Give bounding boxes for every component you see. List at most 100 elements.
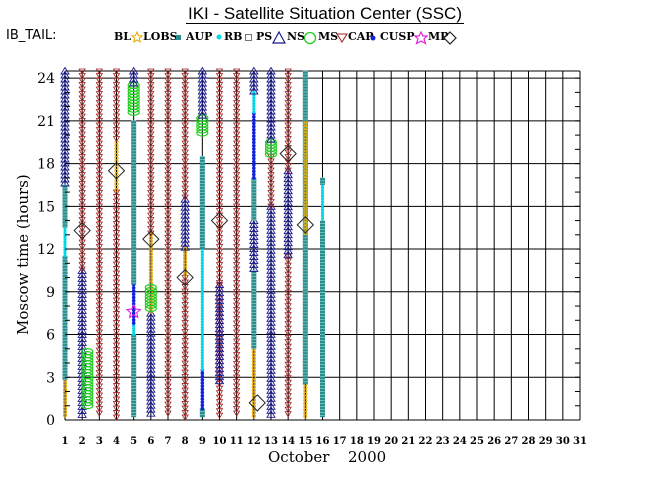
cap-point <box>78 257 86 264</box>
segment-ps <box>128 66 139 87</box>
ps-point <box>214 316 225 325</box>
ps-point <box>146 404 156 413</box>
lobs-bar <box>302 71 308 121</box>
cap-point <box>215 262 224 269</box>
cap-point <box>232 140 241 147</box>
cap-point <box>232 190 241 197</box>
cap-point <box>112 351 121 358</box>
cusp-point <box>252 175 256 180</box>
cap-point <box>147 86 155 93</box>
cap-point <box>232 361 241 368</box>
cap-point <box>112 392 121 399</box>
ps-point <box>197 102 208 111</box>
cap-point <box>112 315 121 322</box>
ps-point <box>197 66 208 75</box>
aup-point <box>132 329 136 334</box>
ps-point <box>60 162 70 171</box>
cusp-point <box>200 393 205 398</box>
x-tick-label: 9 <box>199 436 206 447</box>
cap-point <box>112 118 121 125</box>
cap-point <box>284 86 292 93</box>
cap-point <box>232 397 241 404</box>
cusp-point <box>131 321 136 325</box>
ps-point <box>60 154 70 163</box>
ps-point <box>266 130 276 139</box>
cap-point <box>112 405 121 412</box>
cap-point <box>95 163 104 170</box>
legend-label-bl: BL <box>114 30 132 43</box>
cap-point <box>181 351 189 358</box>
cap-point <box>147 194 155 201</box>
cap-point <box>215 253 224 260</box>
cap-point <box>215 140 224 147</box>
cap-point <box>95 86 104 93</box>
cap-point <box>78 86 86 93</box>
ps-point <box>283 170 293 179</box>
cap-point <box>164 374 172 381</box>
cap-point <box>112 136 121 143</box>
ps-point <box>60 78 70 87</box>
cap-point <box>95 100 104 107</box>
ps-point <box>249 232 259 241</box>
cap-point <box>78 82 86 89</box>
cap-point <box>284 73 292 80</box>
cap-point <box>164 320 172 327</box>
ps-point <box>266 86 276 95</box>
aup-point <box>200 331 204 335</box>
ps-point <box>180 230 190 239</box>
cap-point <box>78 158 86 165</box>
cap-point <box>164 365 172 372</box>
cap-point <box>284 289 292 296</box>
cap-point <box>164 77 172 84</box>
ps-point <box>77 406 87 414</box>
ps-point <box>283 206 293 215</box>
legend-label-ps: PS <box>256 30 273 43</box>
ps-point <box>266 106 276 115</box>
cap-point <box>232 307 241 314</box>
cap-point <box>95 109 104 116</box>
cap-point <box>284 131 292 138</box>
cap-point <box>78 104 86 111</box>
cap-point <box>164 311 172 318</box>
ps-point <box>77 402 87 410</box>
cap-point <box>215 226 224 233</box>
cap-point <box>164 190 172 197</box>
ps-point <box>266 325 276 334</box>
ps-point <box>60 90 70 99</box>
cap-point <box>215 399 224 406</box>
cap-point <box>232 388 241 395</box>
x-tick-label: 30 <box>556 436 570 447</box>
cusp-point <box>200 381 205 385</box>
cusp-point <box>131 318 136 322</box>
cap-point <box>181 338 189 345</box>
segment-aup <box>63 226 67 258</box>
cap-point <box>181 369 189 376</box>
ms-point <box>196 126 209 134</box>
cap-point <box>215 73 224 80</box>
ps-point <box>266 305 276 314</box>
cap-point <box>232 383 241 390</box>
cap-point <box>215 354 224 361</box>
cap-point <box>232 91 241 98</box>
cap-point <box>147 190 155 197</box>
cap-point <box>232 284 241 291</box>
cap-point <box>147 221 155 228</box>
ps-point <box>266 241 276 250</box>
cap-point <box>112 127 121 134</box>
cap-point <box>78 212 86 219</box>
cap-point <box>78 208 86 215</box>
cap-point <box>112 329 121 336</box>
ps-point <box>266 217 276 226</box>
cap-point <box>78 149 86 156</box>
cap-point <box>112 225 121 232</box>
cap-point <box>232 176 241 183</box>
aup-point <box>200 328 204 332</box>
cap-point <box>215 104 224 111</box>
cap-point <box>284 136 292 143</box>
cap-point <box>232 230 241 237</box>
segment-ps <box>197 66 208 119</box>
cap-point <box>147 145 155 152</box>
cap-point <box>284 402 292 409</box>
cap-point <box>164 203 172 210</box>
